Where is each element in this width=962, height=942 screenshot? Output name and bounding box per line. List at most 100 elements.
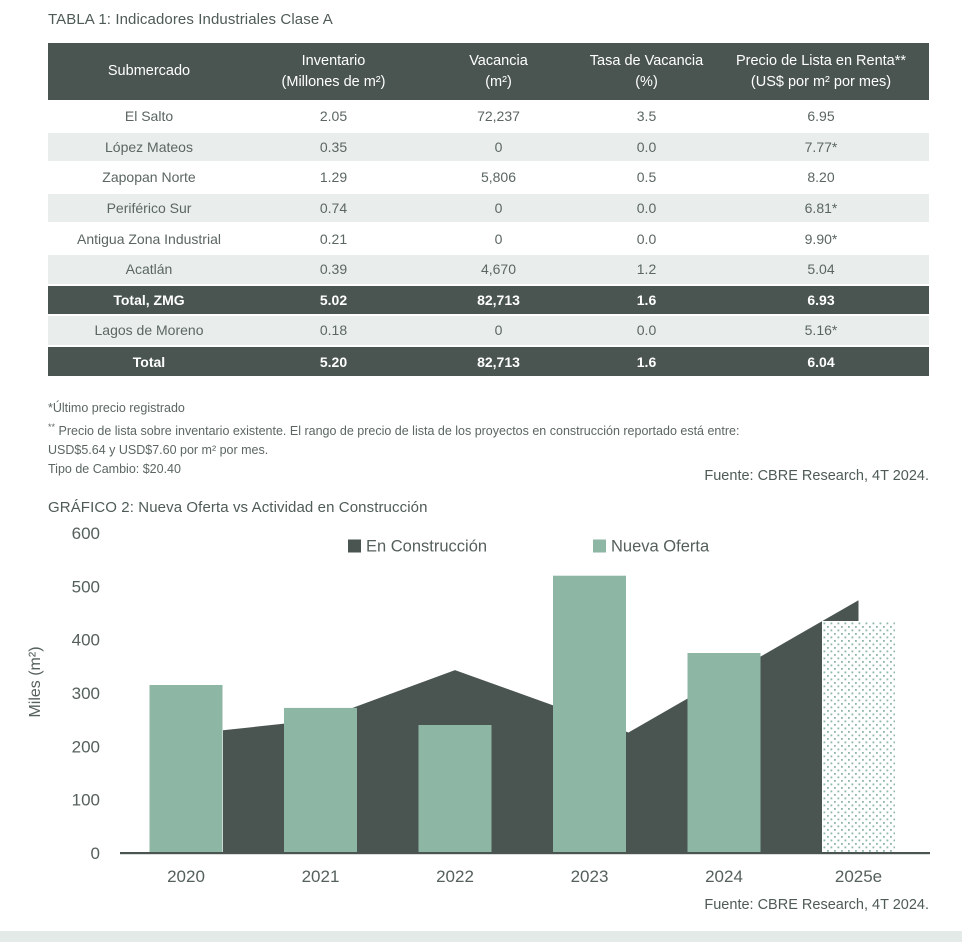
value-cell: 5.02 xyxy=(250,283,417,316)
submarket-cell: El Salto xyxy=(48,100,250,132)
value-cell: 5,806 xyxy=(417,161,580,193)
col-header-precio-lista: Precio de Lista en Renta** (US$ por m² p… xyxy=(713,43,929,101)
table-row: Total 5.20 82,713 1.6 6.04 xyxy=(48,344,929,377)
y-tick-300: 300 xyxy=(72,684,100,703)
submarket-cell: Periférico Sur xyxy=(48,191,250,224)
legend-swatch-nueva-oferta xyxy=(593,539,606,553)
value-cell: 0 xyxy=(417,222,580,254)
table-row: Lagos de Moreno 0.18 0 0.0 5.16* xyxy=(48,314,929,346)
value-cell: 72,237 xyxy=(417,100,580,132)
col-header-tasa-vacancia: Tasa de Vacancia (%) xyxy=(580,43,713,101)
value-cell: 1.6 xyxy=(580,344,713,377)
table-source: Fuente: CBRE Research, 4T 2024. xyxy=(704,468,929,484)
footnote-ultimo-precio: *Último precio registrado xyxy=(48,401,185,415)
y-tick-500: 500 xyxy=(72,577,100,596)
bar-2023 xyxy=(553,575,626,853)
x-label-2024: 2024 xyxy=(705,867,743,886)
value-cell: 1.6 xyxy=(580,283,713,316)
value-cell: 6.81* xyxy=(713,191,929,224)
table-row: Antigua Zona Industrial 0.21 0 0.0 9.90* xyxy=(48,222,929,254)
x-label-2022: 2022 xyxy=(436,867,474,886)
value-cell: 0 xyxy=(417,314,580,346)
bar-2025e xyxy=(822,621,895,853)
chart-source: Fuente: CBRE Research, 4T 2024. xyxy=(704,897,929,913)
col-header-line1: Vacancia xyxy=(469,52,528,69)
y-tick-200: 200 xyxy=(72,737,100,756)
footnote-precio-lista-text: Precio de lista sobre inventario existen… xyxy=(55,424,740,439)
x-label-2021: 2021 xyxy=(302,867,340,886)
bar-2024 xyxy=(687,653,761,853)
value-cell: 1.29 xyxy=(250,161,417,193)
value-cell: 2.05 xyxy=(250,100,417,132)
col-header-line1: Tasa de Vacancia xyxy=(589,52,704,69)
value-cell: 0.0 xyxy=(580,130,713,163)
submarket-cell: Acatlán xyxy=(48,252,250,285)
submarket-cell: Lagos de Moreno xyxy=(48,314,250,346)
value-cell: 0.18 xyxy=(250,314,417,346)
value-cell: 5.04 xyxy=(713,252,929,285)
legend-swatch-en-construccion xyxy=(348,539,361,553)
footnote-tipo-cambio: Tipo de Cambio: $20.40 xyxy=(48,462,181,477)
x-label-2025e: 2025e xyxy=(835,867,882,886)
col-header-line2: (Millones de m²) xyxy=(281,73,386,90)
footnote-marker: ** xyxy=(48,422,56,432)
y-tick-600: 600 xyxy=(72,524,100,543)
value-cell: 1.2 xyxy=(580,252,713,285)
value-cell: 0.39 xyxy=(250,252,417,285)
construction-vs-supply-chart: 0 100 200 300 400 500 600 Miles (m²) 2020 2021 202… xyxy=(27,524,930,886)
y-tick-400: 400 xyxy=(72,631,100,650)
footnote-rango-precios: USD$5.64 y USD$7.60 por m² por mes. xyxy=(48,443,269,458)
legend-label-nueva-oferta: Nueva Oferta xyxy=(611,538,710,556)
col-header-line1: Submercado xyxy=(107,63,191,80)
col-header-inventario: Inventario (Millones de m²) xyxy=(250,43,417,101)
value-cell: 0.0 xyxy=(580,222,713,254)
table-row: El Salto 2.05 72,237 3.5 6.95 xyxy=(48,100,929,132)
value-cell: 5.20 xyxy=(250,344,417,377)
bar-2021 xyxy=(284,707,357,853)
x-label-2020: 2020 xyxy=(167,867,205,886)
col-header-vacancia: Vacancia (m²) xyxy=(417,43,580,101)
value-cell: 82,713 xyxy=(417,344,580,377)
submarket-cell: Zapopan Norte xyxy=(48,161,250,193)
value-cell: 0.74 xyxy=(250,191,417,224)
y-tick-100: 100 xyxy=(72,791,100,810)
table-title: TABLA 1: Indicadores Industriales Clase … xyxy=(48,11,333,28)
table-row: Acatlán 0.39 4,670 1.2 5.04 xyxy=(48,252,929,285)
value-cell: 6.93 xyxy=(713,283,929,316)
value-cell: 4,670 xyxy=(417,252,580,285)
submarket-cell: Antigua Zona Industrial xyxy=(48,222,250,254)
indicators-table: Submercado Inventario (Millones de m²) V… xyxy=(48,43,929,377)
value-cell: 0 xyxy=(417,191,580,224)
y-axis-title: Miles (m²) xyxy=(27,646,44,717)
col-header-submercado: Submercado xyxy=(48,43,250,101)
x-label-2023: 2023 xyxy=(571,867,609,886)
col-header-line1: Inventario xyxy=(301,52,366,69)
table-row: López Mateos 0.35 0 0.0 7.77* xyxy=(48,130,929,163)
chart-title: GRÁFICO 2: Nueva Oferta vs Actividad en … xyxy=(48,499,428,516)
x-axis-line xyxy=(120,852,930,855)
footnotes: *Último precio registrado ** Precio de l… xyxy=(48,399,739,479)
value-cell: 0 xyxy=(417,130,580,163)
value-cell: 9.90* xyxy=(713,222,929,254)
y-tick-0: 0 xyxy=(91,844,100,863)
value-cell: 82,713 xyxy=(417,283,580,316)
bottom-strip xyxy=(0,931,962,942)
value-cell: 0.35 xyxy=(250,130,417,163)
value-cell: 0.0 xyxy=(580,314,713,346)
bar-2020 xyxy=(149,685,223,853)
value-cell: 5.16* xyxy=(713,314,929,346)
table-row: Periférico Sur 0.74 0 0.0 6.81* xyxy=(48,191,929,224)
table-row: Zapopan Norte 1.29 5,806 0.5 8.20 xyxy=(48,161,929,193)
footnote-precio-lista: ** Precio de lista sobre inventario exis… xyxy=(48,418,739,441)
value-cell: 8.20 xyxy=(713,161,929,193)
bar-2022 xyxy=(418,725,492,853)
submarket-cell: Total xyxy=(48,344,250,377)
value-cell: 7.77* xyxy=(713,130,929,163)
submarket-cell: López Mateos xyxy=(48,130,250,163)
col-header-line1: Precio de Lista en Renta** xyxy=(735,52,907,69)
col-header-line2: (US$ por m² por mes) xyxy=(750,73,892,90)
legend-label-en-construccion: En Construcción xyxy=(366,538,487,556)
table-row: Total, ZMG 5.02 82,713 1.6 6.93 xyxy=(48,283,929,316)
col-header-line2: (%) xyxy=(635,73,658,90)
